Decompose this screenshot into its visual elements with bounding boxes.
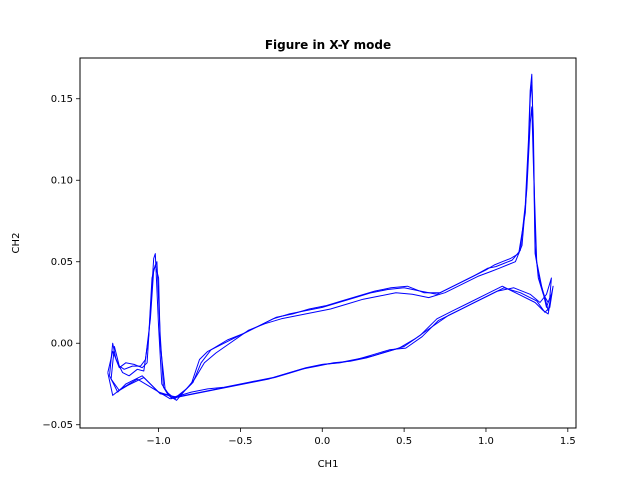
- y-axis-label: CH2: [11, 233, 22, 254]
- y-axis: −0.05 0.00 0.05 0.10 0.15: [42, 94, 80, 431]
- y-tick-label: 0.00: [51, 339, 73, 350]
- x-tick-label: 0.5: [396, 436, 412, 447]
- y-tick-label: −0.05: [42, 420, 73, 431]
- x-tick-label: −1.0: [146, 436, 170, 447]
- series-line-3: [110, 73, 554, 401]
- x-axis: −1.0 −0.5 0.0 0.5 1.0 1.5: [146, 428, 576, 447]
- x-tick-label: −0.5: [228, 436, 252, 447]
- x-tick-label: 0.0: [314, 436, 330, 447]
- plot-frame: [79, 57, 577, 429]
- chart-title: Figure in X-Y mode: [265, 38, 391, 52]
- x-axis-label: CH1: [318, 459, 339, 470]
- x-tick-label: 1.0: [478, 436, 494, 447]
- y-tick-label: 0.10: [51, 176, 73, 187]
- y-tick-label: 0.15: [51, 94, 73, 105]
- x-tick-label: 1.5: [560, 436, 576, 447]
- series-layer: [107, 73, 554, 401]
- y-tick-label: 0.05: [51, 257, 73, 268]
